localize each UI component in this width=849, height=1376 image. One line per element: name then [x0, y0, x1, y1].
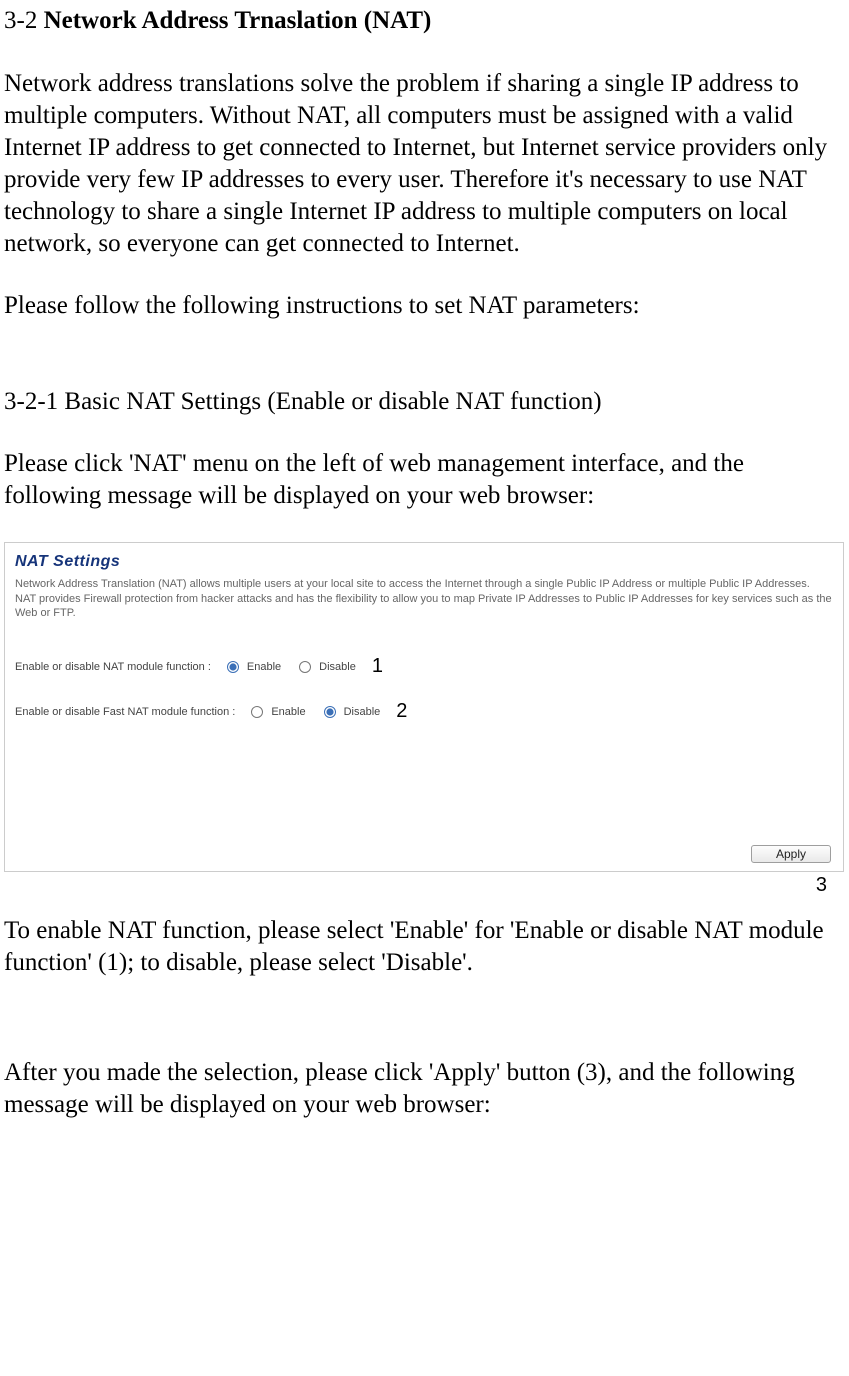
- subsection-heading: 3-2-1 Basic NAT Settings (Enable or disa…: [4, 386, 845, 418]
- section-heading: 3-2 Network Address Trnaslation (NAT): [4, 4, 845, 38]
- fast-nat-row: Enable or disable Fast NAT module functi…: [15, 700, 833, 723]
- nat-enable-label: Enable: [247, 661, 281, 673]
- callout-3: 3: [4, 874, 845, 897]
- intro-paragraph: Network address translations solve the p…: [4, 68, 845, 260]
- apply-instruction: After you made the selection, please cli…: [4, 1057, 845, 1121]
- nat-disable-label: Disable: [319, 661, 356, 673]
- fast-nat-enable-label: Enable: [271, 706, 305, 718]
- fast-nat-disable-radio[interactable]: [324, 706, 336, 718]
- nav-instruction: Please click 'NAT' menu on the left of w…: [4, 448, 845, 512]
- nat-panel-title: NAT Settings: [15, 553, 833, 571]
- nat-module-row: Enable or disable NAT module function : …: [15, 655, 833, 678]
- heading-prefix: 3-2: [4, 7, 44, 34]
- fast-nat-label: Enable or disable Fast NAT module functi…: [15, 706, 235, 718]
- nat-settings-panel: NAT Settings Network Address Translation…: [4, 542, 844, 873]
- nat-panel-description: Network Address Translation (NAT) allows…: [15, 577, 833, 622]
- fast-nat-enable-radio[interactable]: [251, 706, 263, 718]
- callout-1: 1: [372, 655, 383, 678]
- fast-nat-disable-label: Disable: [344, 706, 381, 718]
- nat-enable-radio[interactable]: [227, 661, 239, 673]
- nat-disable-radio[interactable]: [299, 661, 311, 673]
- apply-button[interactable]: Apply: [751, 845, 831, 863]
- callout-2: 2: [396, 700, 407, 723]
- nat-module-label: Enable or disable NAT module function :: [15, 661, 211, 673]
- nat-panel-footer: Apply: [15, 843, 833, 865]
- heading-main: Network Address Trnaslation (NAT): [44, 7, 432, 34]
- enable-instruction: To enable NAT function, please select 'E…: [4, 915, 845, 979]
- instruction-lead: Please follow the following instructions…: [4, 290, 845, 322]
